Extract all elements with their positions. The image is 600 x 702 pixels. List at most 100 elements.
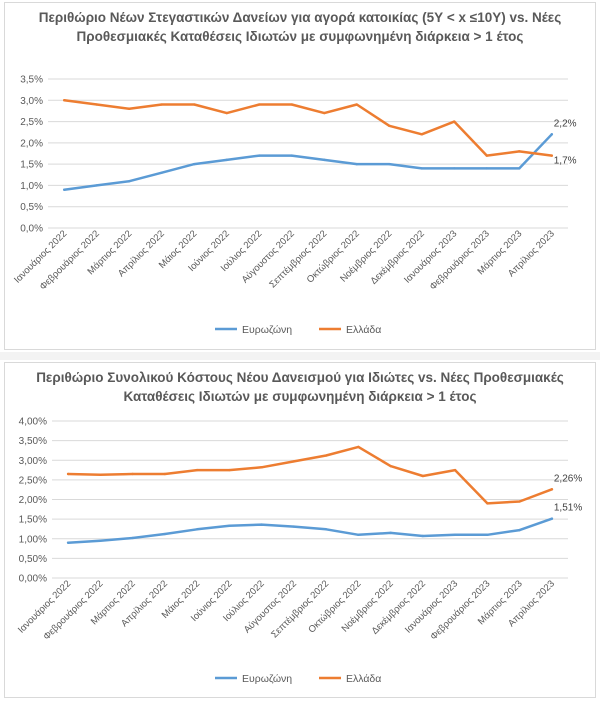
data-point	[292, 525, 296, 528]
x-tick-label: Φεβρουάριος 2022	[38, 228, 102, 292]
data-point	[260, 466, 263, 469]
data-label: 2,2%	[554, 118, 577, 129]
y-tick-label: 0,5%	[20, 202, 43, 213]
data-point	[421, 534, 425, 538]
data-point	[258, 103, 261, 106]
data-point	[66, 472, 70, 476]
data-point	[355, 103, 358, 106]
y-tick-label: 4,00%	[19, 417, 47, 428]
data-point	[486, 502, 489, 505]
series-line-eurozone	[63, 133, 554, 191]
data-point	[323, 111, 326, 115]
x-tick-label: Φεβρουάριος 2022	[41, 578, 105, 642]
data-label: 1,51%	[554, 503, 582, 514]
y-tick-label: 2,00%	[19, 495, 47, 506]
data-point	[388, 124, 391, 128]
data-point	[195, 528, 199, 531]
data-point	[486, 533, 489, 537]
y-tick-label: 1,0%	[20, 181, 43, 192]
data-point	[193, 103, 196, 106]
data-point	[485, 154, 488, 157]
chart-2-plot: 0,00% 0,50% 1,00% 1,50% 2,00% 2,50% 3,00% 3,50%…	[16, 417, 582, 686]
data-point	[131, 536, 134, 540]
data-point	[485, 167, 488, 170]
chart-separator	[0, 352, 600, 360]
data-point	[324, 454, 328, 457]
data-point	[128, 107, 131, 111]
x-tick-label: Φεβρουάριος 2023	[428, 578, 492, 642]
y-tick-label: 0,50%	[19, 554, 47, 565]
data-point	[160, 171, 163, 174]
chart-panel-1: Περιθώριο Νέων Στεγαστικών Δανείων για α…	[4, 2, 596, 350]
data-point	[453, 167, 456, 170]
y-tick-label: 0,0%	[20, 224, 43, 235]
data-point	[193, 162, 196, 166]
y-tick-label: 1,50%	[19, 515, 47, 526]
series-line-greece	[63, 99, 554, 157]
data-point	[518, 500, 521, 503]
y-tick-label: 1,5%	[20, 160, 43, 171]
y-tick-label: 3,00%	[19, 456, 47, 467]
legend-label-greece: Ελλάδα	[346, 673, 381, 685]
data-point	[453, 468, 457, 472]
data-point	[225, 158, 228, 162]
data-point	[163, 472, 167, 476]
data-point	[420, 167, 423, 170]
x-tick-label: Φεβρουάριος 2023	[428, 228, 492, 292]
x-tick-label: Ιανουάριος 2022	[16, 578, 73, 635]
data-label: 2,26%	[554, 473, 582, 484]
data-point	[63, 99, 66, 102]
data-point	[128, 179, 131, 183]
data-point	[290, 154, 293, 157]
y-tick-label: 2,0%	[20, 138, 43, 149]
series-line-eurozone	[66, 517, 554, 544]
data-point	[389, 531, 392, 535]
data-point	[292, 460, 296, 463]
chart-1-plot: 0,0%0,5%1,0%1,5%2,0%2,5%3,0%3,5%Ιανουάρι…	[12, 75, 577, 337]
data-point	[550, 133, 553, 136]
data-point	[550, 517, 554, 520]
data-point	[228, 524, 231, 527]
data-point	[357, 445, 360, 449]
data-point	[195, 468, 199, 472]
legend-label-eurozone: Ευρωζώνη	[242, 673, 292, 685]
y-tick-label: 3,0%	[20, 96, 43, 107]
data-point	[550, 488, 554, 491]
data-point	[225, 111, 228, 115]
data-point	[357, 533, 360, 537]
y-tick-label: 2,5%	[20, 117, 43, 128]
data-point	[260, 523, 263, 526]
chart-1-title: Περιθώριο Νέων Στεγαστικών Δανείων για α…	[38, 10, 562, 44]
data-point	[258, 154, 261, 157]
data-point	[518, 150, 521, 153]
data-point	[99, 539, 102, 542]
data-point	[550, 154, 553, 157]
x-tick-label: Σεπτέμβριος 2022	[267, 228, 329, 290]
data-point	[389, 464, 392, 468]
data-point	[99, 473, 102, 476]
data-point	[421, 474, 425, 478]
data-point	[95, 103, 98, 106]
data-point	[420, 133, 423, 136]
data-point	[160, 103, 163, 106]
data-point	[63, 188, 66, 191]
chart-panel-2: Περιθώριο Συνολικού Κόστους Νέου Δανεισμ…	[0, 360, 600, 700]
y-tick-label: 1,00%	[19, 534, 47, 545]
data-point	[453, 120, 456, 123]
data-label: 1,7%	[554, 156, 577, 167]
data-point	[518, 167, 521, 170]
chart-1-frame	[4, 2, 596, 350]
data-point	[66, 541, 70, 544]
data-point	[324, 528, 328, 531]
data-point	[323, 158, 326, 162]
series-line-greece	[66, 445, 554, 505]
data-point	[95, 184, 98, 187]
data-point	[388, 162, 391, 166]
chart-2-frame	[4, 362, 596, 698]
data-point	[518, 528, 521, 532]
data-point	[163, 532, 167, 536]
legend-label-eurozone: Ευρωζώνη	[242, 324, 292, 336]
y-tick-label: 3,5%	[20, 75, 43, 86]
x-tick-label: Σεπτέμβριος 2022	[269, 578, 331, 640]
chart-2-title: Περιθώριο Συνολικού Κόστους Νέου Δανεισμ…	[36, 370, 564, 404]
